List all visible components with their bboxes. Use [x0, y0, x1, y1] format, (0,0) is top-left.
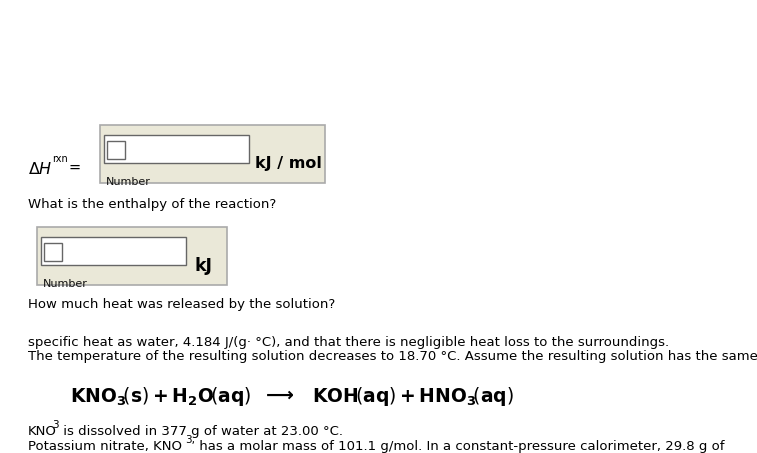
Text: KNO: KNO [28, 425, 57, 438]
Text: 3: 3 [52, 420, 58, 430]
Text: $\Delta H$: $\Delta H$ [28, 161, 52, 177]
Text: =: = [68, 160, 80, 175]
FancyBboxPatch shape [37, 227, 227, 285]
Text: kJ / mol: kJ / mol [255, 156, 322, 171]
Text: Potassium nitrate, KNO: Potassium nitrate, KNO [28, 440, 182, 453]
Text: $\mathbf{KNO_3\!\left(s\right)+H_2O\!\left(aq\right)}$: $\mathbf{KNO_3\!\left(s\right)+H_2O\!\le… [70, 385, 251, 408]
Text: What is the enthalpy of the reaction?: What is the enthalpy of the reaction? [28, 198, 276, 211]
Text: is dissolved in 377 g of water at 23.00 °C.: is dissolved in 377 g of water at 23.00 … [59, 425, 343, 438]
Text: rxn: rxn [52, 154, 67, 164]
Text: $\mathbf{KOH\!\left(aq\right)+HNO_3\!\left(aq\right)}$: $\mathbf{KOH\!\left(aq\right)+HNO_3\!\le… [312, 385, 514, 408]
Text: kJ: kJ [195, 257, 213, 275]
Text: Number: Number [43, 279, 88, 289]
FancyBboxPatch shape [100, 125, 325, 183]
FancyBboxPatch shape [107, 141, 125, 159]
FancyBboxPatch shape [41, 237, 186, 265]
Text: $\mathbf{\longrightarrow}$: $\mathbf{\longrightarrow}$ [262, 385, 294, 404]
Text: specific heat as water, 4.184 J/(g· °C), and that there is negligible heat loss : specific heat as water, 4.184 J/(g· °C),… [28, 336, 669, 349]
Text: has a molar mass of 101.1 g/mol. In a constant-pressure calorimeter, 29.8 g of: has a molar mass of 101.1 g/mol. In a co… [195, 440, 724, 453]
Text: How much heat was released by the solution?: How much heat was released by the soluti… [28, 298, 335, 311]
FancyBboxPatch shape [44, 243, 62, 261]
Text: Number: Number [106, 177, 151, 187]
Text: The temperature of the resulting solution decreases to 18.70 °C. Assume the resu: The temperature of the resulting solutio… [28, 350, 757, 363]
FancyBboxPatch shape [104, 135, 249, 163]
Text: 3,: 3, [185, 435, 195, 445]
